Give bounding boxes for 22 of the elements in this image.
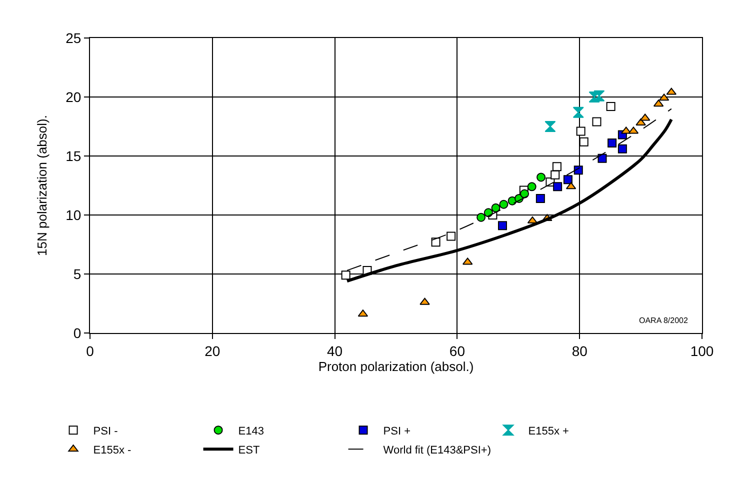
x-axis-title: Proton polarization (absol.) bbox=[318, 358, 474, 374]
x-tick-label: 60 bbox=[449, 342, 466, 359]
legend-label: PSI + bbox=[383, 425, 410, 438]
y-tick-label: 20 bbox=[66, 88, 82, 105]
legend-label: E155x + bbox=[528, 425, 569, 438]
y-tick-label: 15 bbox=[66, 148, 82, 164]
legend-label: E143 bbox=[238, 425, 264, 438]
y-tick-label: 5 bbox=[73, 266, 82, 282]
x-tick-label: 0 bbox=[86, 342, 94, 359]
legend-label: PSI - bbox=[93, 425, 118, 438]
y-tick-label: 25 bbox=[66, 30, 82, 46]
x-tick-label: 40 bbox=[327, 342, 343, 359]
x-tick-label: 100 bbox=[690, 342, 714, 359]
y-axis-title: 15N polarization (absol). bbox=[34, 115, 50, 256]
legend-label: E155x - bbox=[93, 444, 132, 456]
y-tick-label: 10 bbox=[66, 206, 82, 223]
y-tick-label: 0 bbox=[73, 324, 82, 341]
x-tick-label: 20 bbox=[204, 342, 220, 359]
legend-label: EST bbox=[238, 444, 260, 456]
legend-label: World fit (E143&PSI+) bbox=[383, 444, 491, 456]
annotation: OARA 8/2002 bbox=[639, 316, 688, 325]
x-tick-label: 80 bbox=[572, 342, 588, 359]
